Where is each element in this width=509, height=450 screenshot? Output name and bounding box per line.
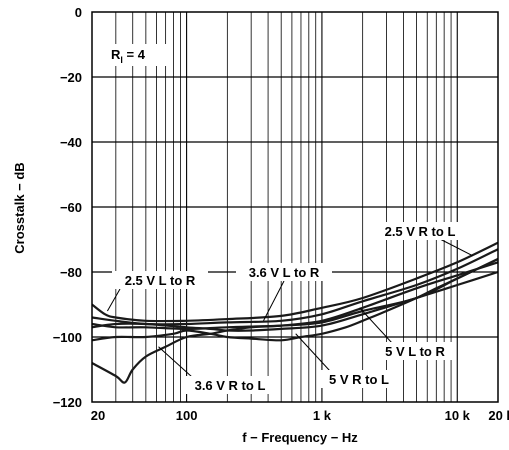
annotation-bg-36-v-l-to-r	[236, 263, 332, 281]
x-tick-label: 10 k	[445, 408, 471, 423]
annotation-label-25-v-l-to-r: 2.5 V L to R	[125, 273, 196, 288]
x-tick-label: 100	[176, 408, 198, 423]
y-tick-label: 0	[75, 5, 82, 20]
series-line-25-v-l-to-r	[91, 241, 499, 323]
annotation-label-25-v-r-to-l: 2.5 V R to L	[385, 224, 456, 239]
annotation-layer: 2.5 V R to L 3.6 V L to R 2.5 V L to R 5 V …	[106, 44, 473, 394]
y-tick-label: −60	[60, 200, 82, 215]
x-axis-title: f − Frequency − Hz	[242, 430, 358, 445]
annotation-bg-36-v-r-to-l	[182, 376, 278, 394]
leader-line-5-v-l-to-r	[359, 307, 393, 344]
condition-label-suffix: = 4	[123, 47, 146, 62]
leader-line-36-v-l-to-r	[263, 280, 285, 321]
series-line-5-v-r-to-l	[91, 258, 499, 342]
leader-line-5-v-r-to-l	[295, 333, 331, 372]
series-line-36-v-r-to-l	[91, 261, 499, 384]
annotation-bg-25-v-l-to-r	[112, 271, 208, 289]
y-tick-labels: 0 −20 −40 −60 −80 −100 −120	[53, 5, 82, 410]
y-tick-label: −120	[53, 395, 82, 410]
x-tick-label: 1 k	[313, 408, 332, 423]
y-axis-title: Crosstalk − dB	[12, 162, 27, 253]
series-layer	[91, 241, 499, 384]
leader-line-25-v-r-to-l	[437, 237, 473, 257]
condition-label-bg	[106, 44, 172, 66]
y-tick-label: −80	[60, 265, 82, 280]
leader-line-25-v-l-to-r	[106, 288, 121, 312]
y-tick-label: −40	[60, 135, 82, 150]
annotation-label-5-v-l-to-r: 5 V L to R	[385, 344, 445, 359]
annotation-label-36-v-r-to-l: 3.6 V R to L	[195, 378, 266, 393]
x-tick-label: 20	[91, 408, 105, 423]
x-tick-labels: 20 100 1 k 10 k 20 k	[91, 408, 509, 423]
annotation-bg-5-v-l-to-r	[374, 342, 456, 360]
plot-frame	[91, 11, 499, 403]
condition-label-subscript: l	[120, 55, 123, 65]
condition-label-prefix: R	[111, 47, 121, 62]
x-tick-label: 20 k	[488, 408, 509, 423]
condition-label: Rl = 4	[111, 47, 146, 65]
y-tick-label: −20	[60, 70, 82, 85]
annotation-bg-5-v-r-to-l	[318, 370, 400, 388]
annotation-label-5-v-r-to-l: 5 V R to L	[329, 372, 389, 387]
y-tick-label: −100	[53, 330, 82, 345]
annotation-bg-25-v-r-to-l	[372, 222, 468, 240]
annotation-label-36-v-l-to-r: 3.6 V L to R	[249, 265, 320, 280]
leader-line-36-v-r-to-l	[158, 346, 193, 378]
